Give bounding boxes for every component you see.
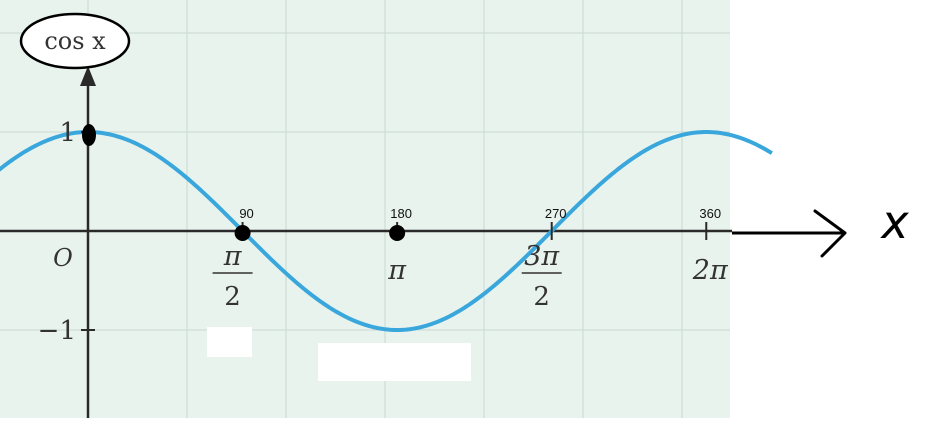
x-tick-denominator: 2 (224, 282, 241, 312)
x-tick-numerator: 3π (524, 241, 560, 272)
blank-patch (318, 343, 471, 381)
point-marker (82, 124, 96, 146)
x-tick-degree-label: 90 (239, 206, 253, 221)
y-tick-label: 1 (59, 118, 76, 148)
x-tick-numerator: π (223, 241, 243, 272)
x-tick-degree-label: 360 (699, 206, 721, 221)
tick-labels: 1 −1 90 π 2 180 π 270 3π 2 360 2π (38, 118, 729, 346)
point-marker (234, 225, 251, 241)
point-marker (389, 225, 406, 241)
x-tick-denominator: 2 (533, 282, 550, 312)
x-tick-degree-label: 180 (390, 206, 412, 221)
ylabel-circle (19, 12, 131, 70)
x-axis-label: x (879, 195, 909, 249)
origin-label: O (53, 244, 73, 272)
x-tick-degree-label: 270 (545, 206, 567, 221)
x-axis-arrowhead (813, 209, 847, 258)
x-tick-label: π (387, 255, 407, 286)
x-tick-label: 2π (692, 255, 729, 286)
y-axis-arrowhead (80, 66, 96, 86)
y-axis-label: cos x (44, 27, 106, 55)
point-markers (82, 124, 406, 241)
y-tick-label: −1 (38, 316, 76, 346)
blank-patch (207, 327, 252, 357)
